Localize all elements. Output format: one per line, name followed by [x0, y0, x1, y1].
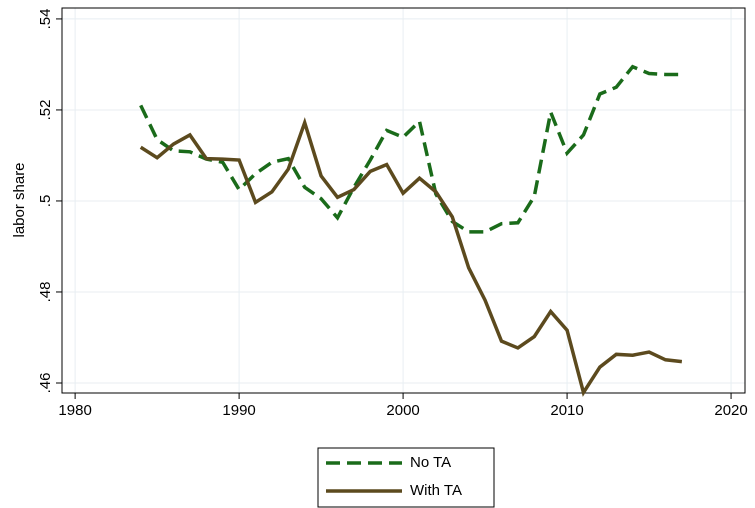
y-tick-label: .46	[37, 373, 54, 394]
x-tick-label: 1990	[222, 402, 255, 419]
x-tick-label: 2010	[550, 402, 583, 419]
legend-label: With TA	[410, 482, 462, 499]
x-tick-label: 2000	[386, 402, 419, 419]
x-tick-label: 1980	[58, 402, 91, 419]
series-line	[139, 117, 683, 397]
y-tick-label: .54	[37, 8, 54, 29]
legend-label: No TA	[410, 454, 451, 471]
legend-box	[317, 447, 495, 508]
y-tick-label: .52	[37, 100, 54, 121]
series-line	[139, 64, 682, 234]
y-axis-label: labor share	[11, 162, 28, 237]
y-tick-label: .48	[37, 282, 54, 303]
x-tick-label: 2020	[714, 402, 747, 419]
y-tick-label: .5	[37, 195, 54, 208]
plot-frame	[61, 7, 746, 394]
